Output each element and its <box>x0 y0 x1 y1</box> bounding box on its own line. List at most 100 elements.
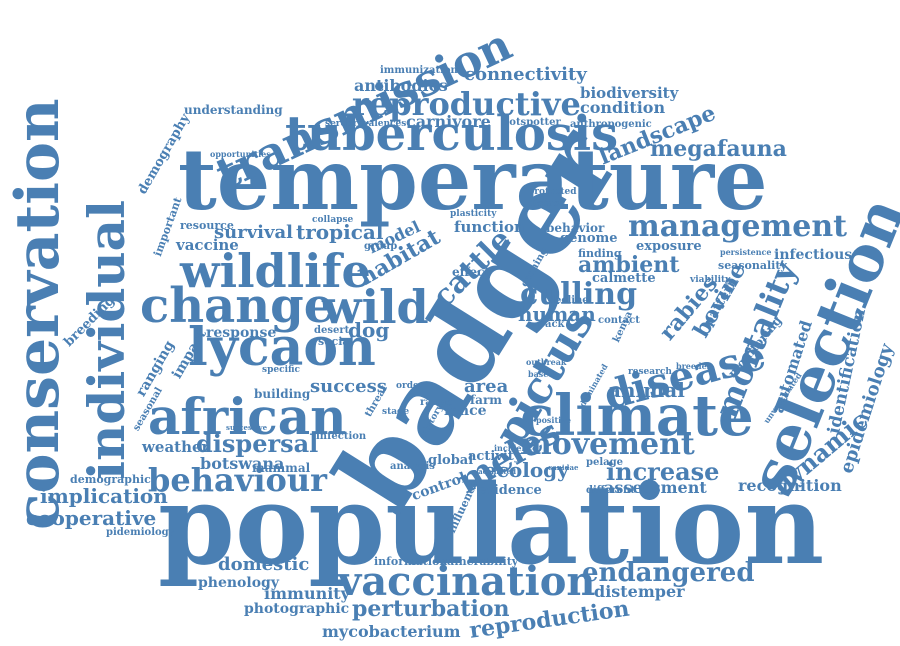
word-demographic: demographic <box>70 473 151 486</box>
word-vaccine: vaccine <box>176 236 239 254</box>
word-phenology: phenology <box>198 575 279 591</box>
word-increase: increase <box>606 457 720 486</box>
word-ambient: ambient <box>578 252 680 278</box>
word-vaccination: vaccination <box>338 558 596 605</box>
word-different: different <box>586 485 635 496</box>
word-individual: individual <box>77 199 136 480</box>
word-anthropogenic: anthropogenic <box>570 119 652 130</box>
word-contact: contact <box>598 315 640 326</box>
word-change: change <box>140 278 335 334</box>
word-culling: culling <box>520 277 638 312</box>
word-area: area <box>464 376 509 397</box>
word-movement: movement <box>520 427 695 462</box>
word-effect: effect <box>452 265 490 279</box>
word-incidence: incidence <box>494 443 538 453</box>
word-population: population <box>158 460 825 589</box>
word-animal: animal <box>608 378 685 402</box>
word-lycaon: lycaon <box>188 317 376 378</box>
word-mammal: mammal <box>252 461 311 475</box>
word-connectivity: connectivity <box>464 64 587 85</box>
word-reproductive: reproductive <box>352 85 581 123</box>
word-survival: survival <box>214 222 293 243</box>
word-group: group <box>364 241 398 252</box>
word-vulnerability: vulnerability <box>440 555 519 568</box>
word-positive: positive <box>536 415 571 425</box>
word-infection: infection <box>316 431 367 442</box>
word-order: order <box>396 381 424 391</box>
word-successive: successive <box>226 423 268 432</box>
word-photographic: photographic <box>244 601 350 617</box>
word-stage: stage <box>382 407 410 417</box>
word-immunity: immunity <box>264 584 350 603</box>
word-social: social <box>318 335 354 348</box>
word-information: information <box>374 555 448 568</box>
word-viability: viability <box>690 275 731 285</box>
word-management: management <box>628 209 847 244</box>
word-megafauna: megafauna <box>650 136 787 162</box>
word-weather: weather <box>142 438 210 456</box>
word-carnivore: carnivore <box>406 112 491 131</box>
word-range: range <box>420 397 453 408</box>
word-decline: decline <box>548 295 589 306</box>
word-african: african <box>148 387 347 446</box>
word-dispersal: dispersal <box>196 429 319 458</box>
word-fence: fence <box>444 403 487 419</box>
word-building: building <box>254 387 311 401</box>
word-disease-small: disease <box>528 199 566 209</box>
word-pidemiology: pidemiology <box>106 527 175 538</box>
word-understanding: understanding <box>184 103 283 117</box>
word-behavior: behavior <box>546 221 605 235</box>
word-collapse: collapse <box>312 215 354 225</box>
word-response: response <box>206 325 277 341</box>
word-wildlife: wildlife <box>180 244 371 298</box>
word-genome: genome <box>560 231 618 246</box>
word-seroprevalences: seroprevalences <box>325 119 407 129</box>
word-ecology: ecology <box>484 458 569 482</box>
word-hotspotter: hotspotter <box>502 117 561 128</box>
word-temperature: temperature <box>178 130 768 229</box>
word-perturbation: perturbation <box>352 596 510 622</box>
word-function: function <box>454 218 525 236</box>
word-distemper: distemper <box>594 582 685 601</box>
word-success: success <box>310 376 387 397</box>
word-finding: finding <box>578 247 622 260</box>
word-cooperative: cooperative <box>26 506 157 530</box>
word-biodiversity: biodiversity <box>580 84 679 102</box>
word-assessment: assessment <box>604 478 707 497</box>
word-specific: specific <box>262 365 301 375</box>
word-global: global <box>428 453 474 468</box>
word-dog: dog <box>348 318 390 342</box>
word-human: human <box>518 302 596 326</box>
word-pack: pack <box>538 319 565 330</box>
word-behaviour: behaviour <box>148 461 327 499</box>
word-tropical: tropical <box>296 220 384 244</box>
word-canidae: canidae <box>548 463 579 472</box>
word-calmette: calmette <box>592 271 656 286</box>
word-tuberculosis: tuberculosis <box>285 106 619 162</box>
word-mycobacterium: mycobacterium <box>322 622 461 641</box>
word-implication: implication <box>40 484 168 508</box>
word-seasonality: seasonality <box>718 259 787 272</box>
word-protected: protected <box>528 187 577 197</box>
word-domestic: domestic <box>218 554 310 575</box>
word-plasticity: plasticity <box>450 209 497 219</box>
word-evidence: evidence <box>478 483 542 498</box>
word-antibodies: antibodies <box>354 76 448 95</box>
word-breeder: breeder <box>676 361 711 371</box>
word-activity: activity <box>468 449 522 464</box>
word-pelage: pelage <box>586 457 623 468</box>
word-resource: resource <box>180 219 234 232</box>
word-climate: climate <box>520 383 754 449</box>
word-immunization: immunization <box>380 65 458 76</box>
word-wild: wild <box>322 280 429 334</box>
word-exposure: exposure <box>636 239 702 254</box>
word-infectious: infectious <box>774 247 853 263</box>
word-research: research <box>628 367 672 377</box>
word-desert: desert <box>314 325 350 336</box>
word-endangered: endangered <box>582 558 755 588</box>
word-persistence: persistence <box>720 247 772 257</box>
word-conservation: conservation <box>3 98 73 530</box>
word-based: based <box>528 369 554 379</box>
word-outbreak: outbreak <box>526 357 567 367</box>
